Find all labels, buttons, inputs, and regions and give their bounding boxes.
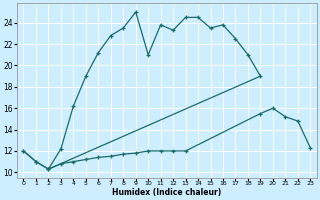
X-axis label: Humidex (Indice chaleur): Humidex (Indice chaleur)	[112, 188, 221, 197]
